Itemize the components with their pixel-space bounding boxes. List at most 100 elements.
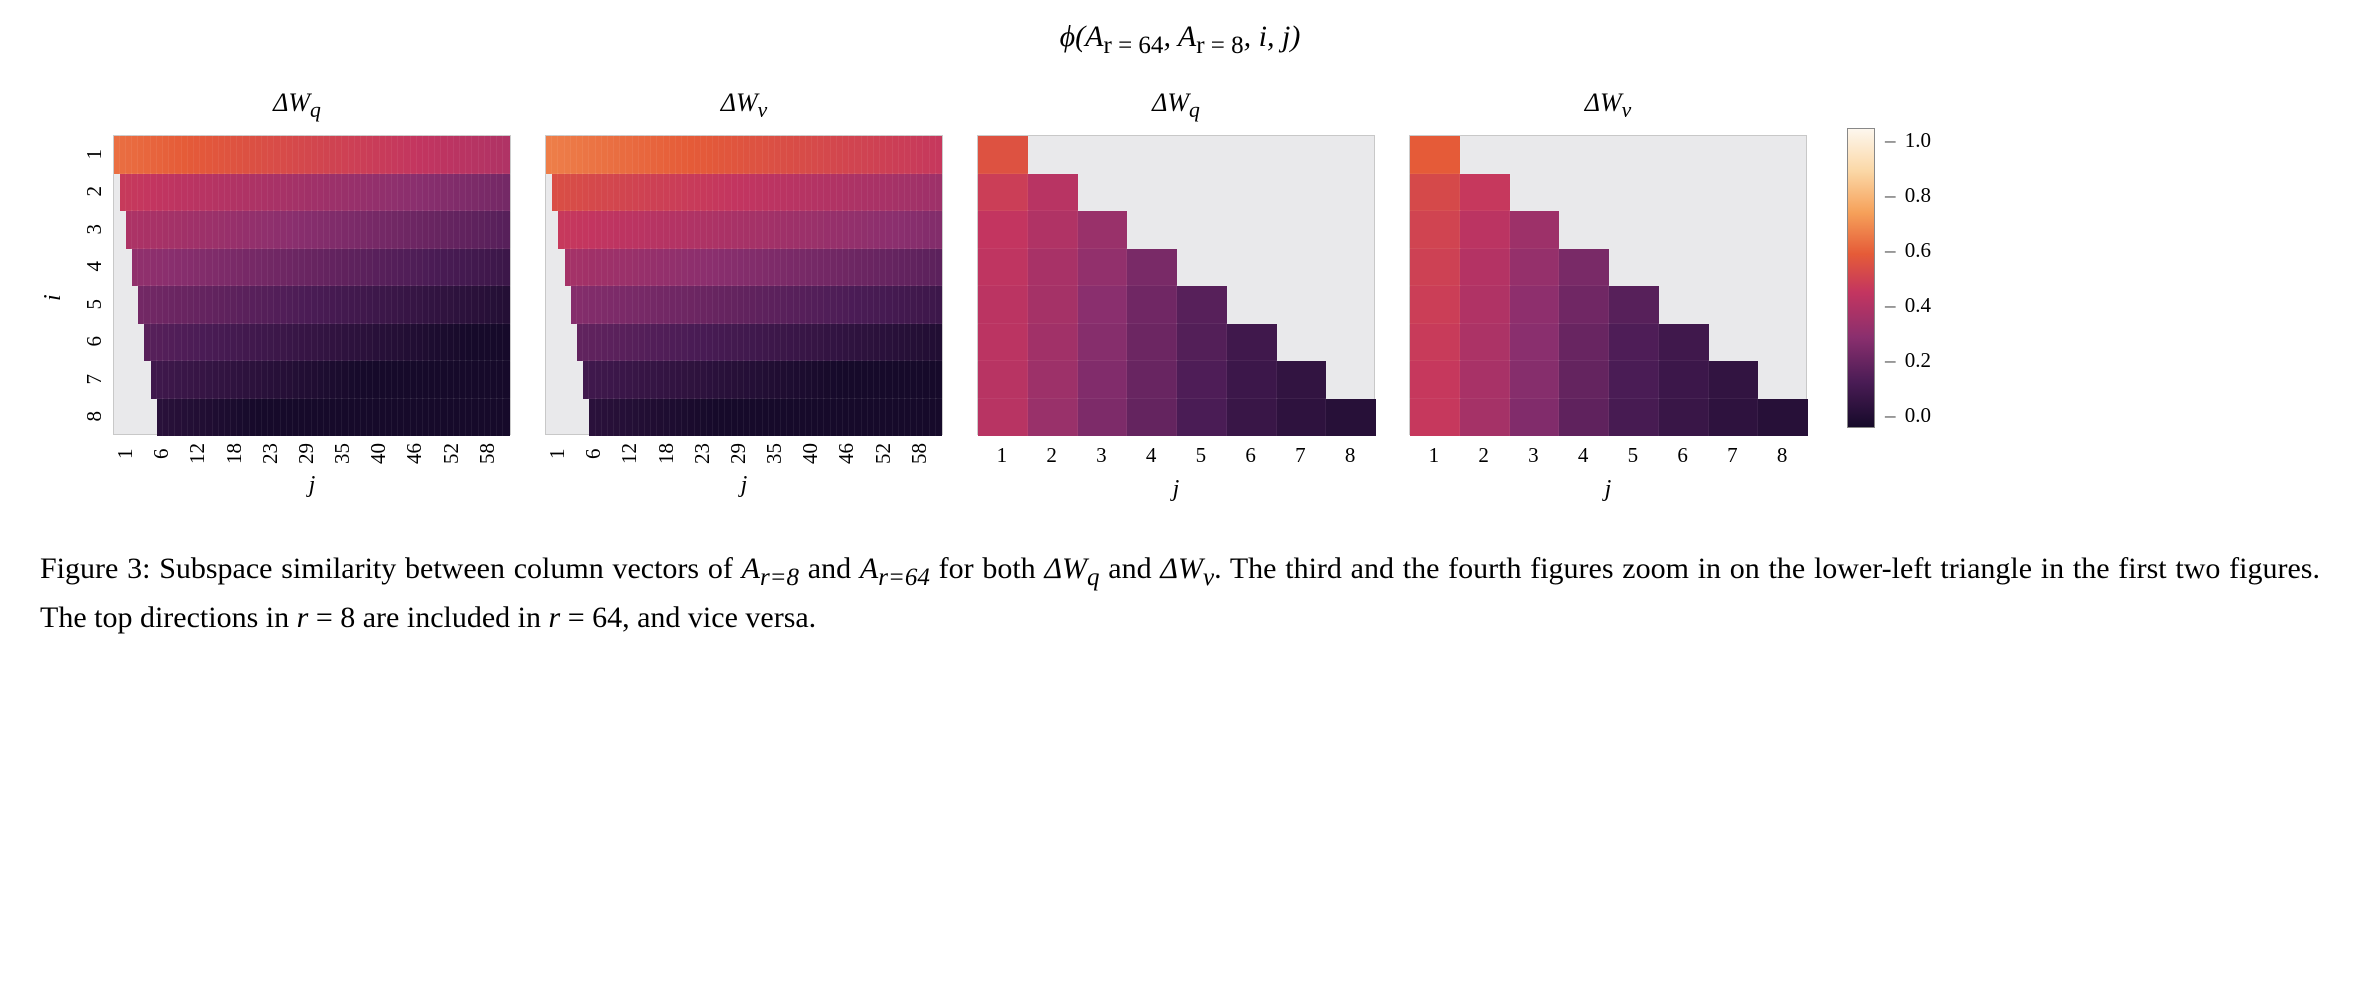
heatmap-cell [1659,249,1709,287]
heatmap-cell [1127,324,1177,362]
heatmap-cell [1277,174,1327,212]
heatmap-cell [1078,211,1128,249]
panel-wv-64: ΔWv16121823293540465258j [545,88,943,499]
x-tick: 4 [1558,443,1608,468]
colorbar-tick: 0.0 [1885,403,1931,428]
panel-wv-8: ΔWv12345678j [1409,88,1807,503]
x-tick: 40 [798,443,834,464]
heatmap-cell [1709,174,1759,212]
heatmap-cell [1410,286,1460,324]
y-tick: 7 [84,374,105,385]
panel-title: ΔWv [721,88,768,123]
x-tick: 35 [762,443,798,464]
heatmap-cell [1326,174,1376,212]
x-tick: 18 [654,443,690,464]
heatmap-cell [503,249,509,287]
heatmap-cell [1078,324,1128,362]
heatmap-cell [1559,324,1609,362]
heatmap-cell [1510,174,1560,212]
x-tick: 29 [294,443,330,464]
heatmap-cell [936,324,942,362]
heatmap-cell [1609,286,1659,324]
heatmap-cell [1177,174,1227,212]
heatmap-cell [1028,361,1078,399]
heatmap-cell [1460,399,1510,437]
heatmap-cell [1609,324,1659,362]
heatmap-cell [936,361,942,399]
heatmap-cell [1028,399,1078,437]
heatmap-cell [1326,324,1376,362]
heatmap-cell [503,286,509,324]
heatmap-cell [1460,174,1510,212]
heatmap-cell [1609,174,1659,212]
heatmap-cell [1277,361,1327,399]
heatmap-cell [1277,324,1327,362]
heatmap-cell [1410,136,1460,174]
x-tick: 23 [258,443,294,464]
x-axis-label: j [1173,476,1180,503]
x-tick: 6 [1226,443,1276,468]
colorbar-tick: 0.4 [1885,293,1931,318]
heatmap-cell [1709,211,1759,249]
heatmap-cell [1758,361,1808,399]
y-tick: 6 [84,336,105,347]
heatmap-cell [1659,211,1709,249]
x-tick: 6 [581,443,617,464]
x-tick: 12 [185,443,221,464]
heatmap-cell [1277,286,1327,324]
x-tick: 58 [907,443,943,464]
x-tick: 46 [402,443,438,464]
heatmap-cell [1460,361,1510,399]
heatmap-cell [978,136,1028,174]
panel-title: ΔWq [273,88,321,123]
heatmap-cell [1659,136,1709,174]
x-tick: 2 [1459,443,1509,468]
heatmap-cell [1028,249,1078,287]
heatmap-cell [1028,286,1078,324]
heatmap-cell [503,136,509,174]
heatmap-cell [1460,249,1510,287]
y-tick: 2 [84,186,105,197]
heatmap-cell [1028,136,1078,174]
heatmap-cell [1709,249,1759,287]
x-tick: 7 [1708,443,1758,468]
heatmap-cell [1559,249,1609,287]
x-tick: 8 [1757,443,1807,468]
colorbar-tick: 0.6 [1885,238,1931,263]
heatmap-cell [1758,136,1808,174]
x-tick: 46 [834,443,870,464]
x-tick: 52 [871,443,907,464]
heatmap-cell [1277,399,1327,437]
x-tick: 29 [726,443,762,464]
x-axis-label: j [309,472,316,499]
heatmap-cell [1559,174,1609,212]
heatmap-cell [1127,399,1177,437]
heatmap-cell [503,324,509,362]
x-tick: 23 [690,443,726,464]
x-tick: 6 [1658,443,1708,468]
figure-caption: Figure 3: Subspace similarity between co… [40,547,2320,640]
x-tick: 3 [1509,443,1559,468]
heatmap-cell [1028,174,1078,212]
panel-wq-8: ΔWq12345678j [977,88,1375,503]
colorbar-tick: 0.2 [1885,348,1931,373]
heatmap-cell [1758,211,1808,249]
x-tick: 3 [1077,443,1127,468]
heatmap-cell [978,324,1028,362]
x-tick: 2 [1027,443,1077,468]
heatmap-cell [1227,136,1277,174]
x-tick: 1 [113,443,149,464]
heatmap-cell [1510,324,1560,362]
heatmap-cell [978,249,1028,287]
panels-row: i ΔWq1234567816121823293540465258jΔWv161… [40,88,2320,503]
heatmap-cell [503,174,509,212]
heatmap-cell [978,399,1028,437]
y-tick: 4 [84,261,105,272]
heatmap-cell [1227,324,1277,362]
heatmap-cell [1078,136,1128,174]
heatmap-cell [978,174,1028,212]
heatmap-cell [1078,174,1128,212]
x-tick: 12 [617,443,653,464]
figure-3: ϕ(Ar = 64, Ar = 8, i, j) i ΔWq1234567816… [40,20,2320,640]
heatmap-cell [1709,399,1759,437]
